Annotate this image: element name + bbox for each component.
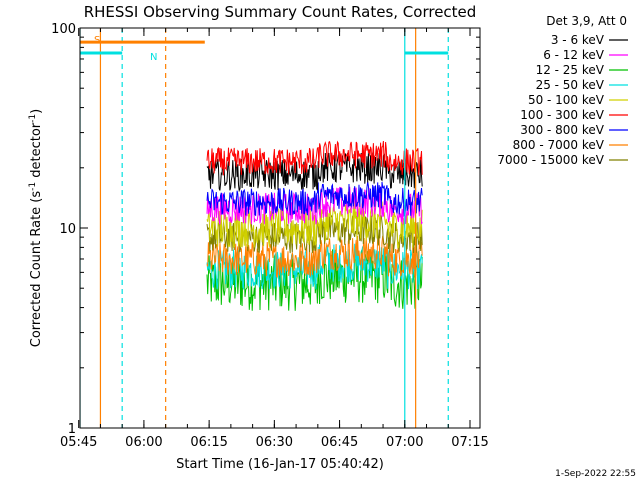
x-tick-label: 05:45 bbox=[60, 435, 97, 450]
x-tick-label: 06:45 bbox=[321, 435, 358, 450]
y-axis-label: Corrected Count Rate (s-1 detector-1) bbox=[28, 109, 44, 347]
y-axis-label-mid: detector bbox=[29, 122, 44, 182]
y-tick-label: 10 bbox=[59, 222, 76, 237]
legend-label: 6 - 12 keV bbox=[543, 48, 605, 62]
legend-label: 50 - 100 keV bbox=[528, 93, 605, 107]
chart-title: RHESSI Observing Summary Count Rates, Co… bbox=[84, 3, 477, 21]
y-axis-label-sup2: -1 bbox=[28, 114, 38, 123]
axes: 1 10 100 05:45 06:00 06:15 06:30 06:45 07:00 07:1… bbox=[51, 22, 489, 450]
flag-label: N bbox=[150, 52, 157, 63]
series-trace bbox=[206, 140, 423, 176]
legend-label: 300 - 800 keV bbox=[520, 123, 604, 137]
legend-label: 25 - 50 keV bbox=[536, 78, 605, 92]
legend-label: 3 - 6 keV bbox=[551, 33, 605, 47]
legend-label: 100 - 300 keV bbox=[520, 108, 604, 122]
series-trace bbox=[206, 201, 423, 249]
x-tick-label: 06:15 bbox=[190, 435, 227, 450]
series-trace bbox=[206, 235, 423, 278]
y-axis-label-end: ) bbox=[29, 109, 44, 114]
x-tick-label: 06:30 bbox=[256, 435, 293, 450]
x-tick-label: 07:00 bbox=[386, 435, 423, 450]
flag-label: S bbox=[94, 35, 100, 46]
y-axis-label-main: Corrected Count Rate (s bbox=[29, 191, 44, 348]
x-tick-label: 06:00 bbox=[125, 435, 162, 450]
data-layer bbox=[80, 28, 449, 428]
y-tick-label: 100 bbox=[51, 22, 76, 37]
x-tick-label: 07:15 bbox=[451, 435, 488, 450]
legend-label: 800 - 7000 keV bbox=[513, 138, 605, 152]
y-tick-label: 1 bbox=[68, 422, 76, 437]
series-trace bbox=[206, 181, 423, 217]
x-axis-label: Start Time (16-Jan-17 05:40:42) bbox=[176, 457, 384, 472]
plot-area: SN bbox=[80, 28, 449, 428]
legend-label: 12 - 25 keV bbox=[536, 63, 605, 77]
generation-timestamp: 1-Sep-2022 22:55 bbox=[555, 469, 636, 479]
series-trace bbox=[206, 150, 423, 193]
y-axis-label-sup1: -1 bbox=[28, 182, 38, 191]
legend-label: 7000 - 15000 keV bbox=[497, 153, 604, 167]
legend-header: Det 3,9, Att 0 bbox=[546, 14, 627, 28]
